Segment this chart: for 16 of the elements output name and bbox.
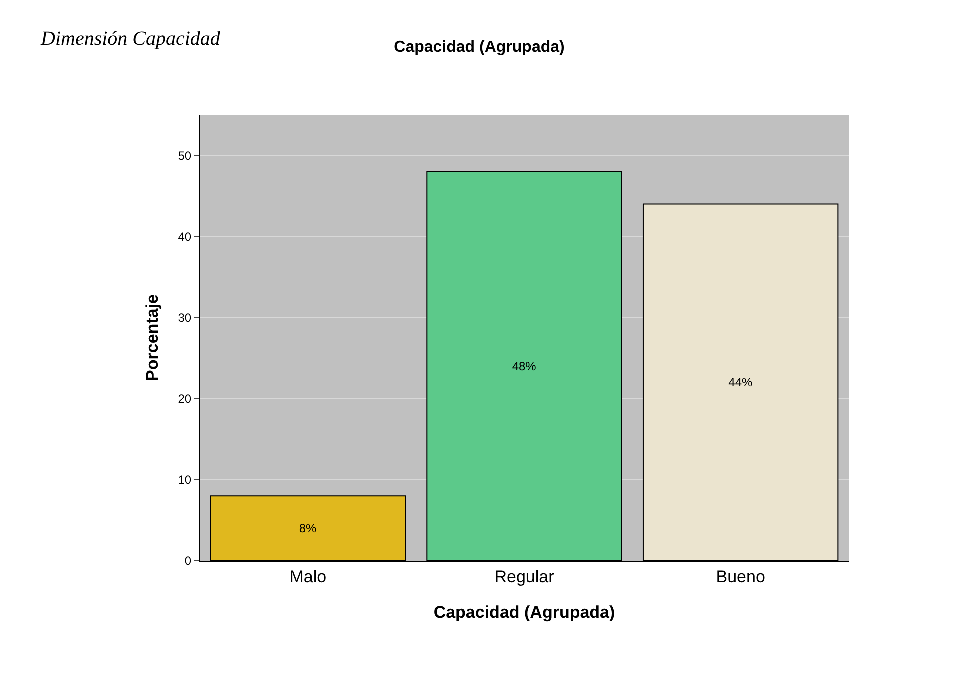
chart-title: Capacidad (Agrupada) [394, 38, 565, 56]
y-tick-label: 30 [178, 310, 192, 325]
y-tick-label: 40 [178, 230, 192, 244]
y-tick-label: 20 [178, 392, 192, 406]
x-tick-label: Malo [290, 567, 327, 586]
x-axis-title: Capacidad (Agrupada) [434, 602, 616, 622]
text: Dimensión Capacidad [40, 28, 222, 50]
y-tick-label: 10 [178, 473, 192, 488]
data-label: 48% [512, 359, 537, 374]
x-tick-label: Regular [494, 567, 555, 586]
y-tick-label: 0 [184, 554, 192, 568]
y-tick-label: 50 [178, 148, 192, 163]
data-label: 44% [728, 376, 754, 390]
data-label: 8% [299, 522, 318, 536]
x-tick-label: Bueno [716, 567, 766, 586]
y-axis-title: Porcentaje [142, 294, 162, 382]
